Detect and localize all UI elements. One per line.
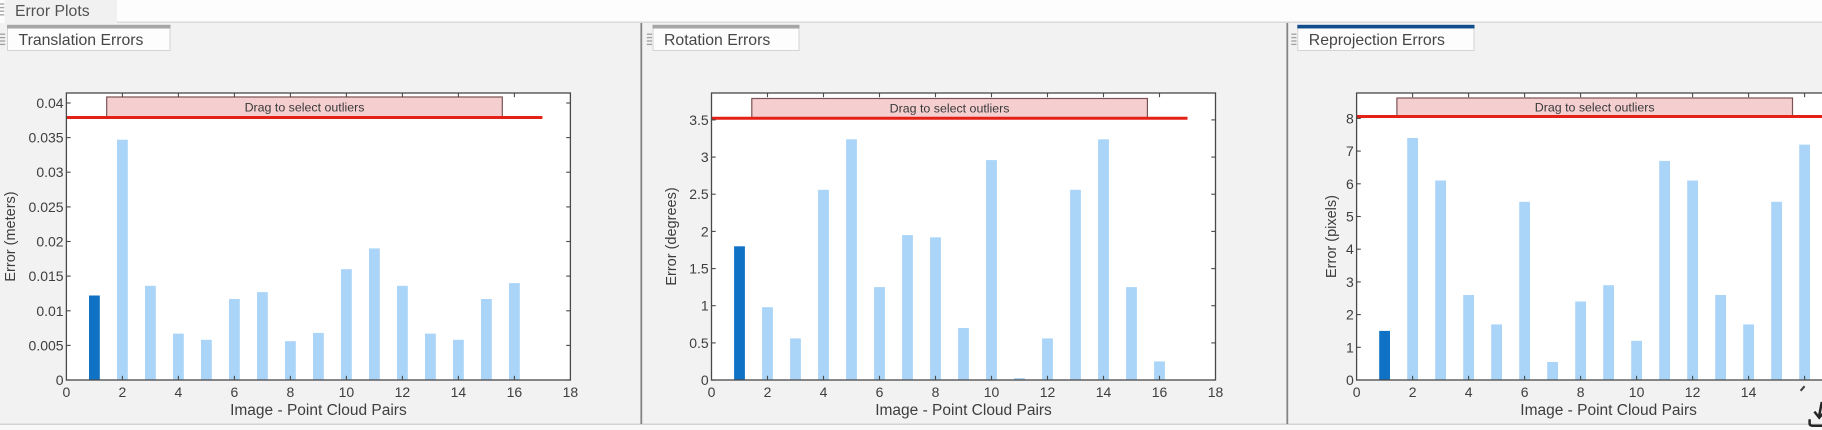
svg-text:14: 14 [451, 384, 467, 400]
svg-text:0.005: 0.005 [29, 337, 64, 353]
svg-text:10: 10 [1629, 384, 1645, 400]
svg-text:6: 6 [1346, 176, 1354, 192]
svg-text:10: 10 [984, 384, 1000, 400]
svg-text:14: 14 [1096, 384, 1112, 400]
svg-text:2: 2 [764, 384, 772, 400]
svg-text:8: 8 [932, 384, 940, 400]
svg-text:Drag to select outliers: Drag to select outliers [1535, 101, 1655, 115]
svg-text:Translation Errors: Translation Errors [19, 32, 144, 49]
svg-text:16: 16 [507, 384, 523, 400]
svg-text:Error (pixels): Error (pixels) [1324, 195, 1340, 278]
svg-text:0.03: 0.03 [36, 164, 63, 180]
svg-text:1: 1 [701, 298, 709, 314]
svg-text:5: 5 [1346, 209, 1354, 225]
svg-text:8: 8 [1577, 384, 1585, 400]
svg-text:Error (degrees): Error (degrees) [664, 187, 680, 285]
svg-text:4: 4 [820, 384, 828, 400]
svg-text:Image - Point Cloud Pairs: Image - Point Cloud Pairs [230, 402, 407, 419]
svg-text:7: 7 [1346, 143, 1354, 159]
svg-text:6: 6 [876, 384, 884, 400]
svg-text:0.04: 0.04 [36, 95, 63, 111]
svg-text:4: 4 [175, 384, 183, 400]
svg-text:Rotation Errors: Rotation Errors [664, 32, 770, 49]
svg-text:4: 4 [1465, 384, 1473, 400]
svg-text:2: 2 [1409, 384, 1417, 400]
svg-text:0: 0 [56, 372, 64, 388]
svg-text:2: 2 [119, 384, 127, 400]
svg-text:4: 4 [1346, 241, 1354, 257]
svg-text:0.01: 0.01 [36, 303, 63, 319]
svg-text:8: 8 [1346, 110, 1354, 126]
svg-text:10: 10 [339, 384, 355, 400]
svg-text:18: 18 [563, 384, 579, 400]
svg-text:12: 12 [1040, 384, 1056, 400]
svg-text:6: 6 [1521, 384, 1529, 400]
svg-text:0: 0 [1346, 372, 1354, 388]
svg-text:0: 0 [701, 372, 709, 388]
svg-text:14: 14 [1741, 384, 1757, 400]
svg-text:2.5: 2.5 [689, 186, 709, 202]
svg-text:3: 3 [701, 149, 709, 165]
svg-text:8: 8 [287, 384, 295, 400]
svg-text:Drag to select outliers: Drag to select outliers [245, 101, 365, 115]
svg-text:0.025: 0.025 [29, 199, 64, 215]
svg-text:Drag to select outliers: Drag to select outliers [890, 102, 1010, 116]
svg-text:0: 0 [63, 384, 71, 400]
svg-text:3.5: 3.5 [689, 112, 709, 128]
svg-text:1.5: 1.5 [689, 261, 709, 277]
svg-text:0: 0 [708, 384, 716, 400]
svg-text:Error (meters): Error (meters) [3, 191, 19, 281]
svg-text:12: 12 [395, 384, 411, 400]
svg-text:18: 18 [1208, 384, 1224, 400]
svg-text:0.02: 0.02 [36, 234, 63, 250]
svg-text:2: 2 [701, 223, 709, 239]
svg-text:Image - Point Cloud Pairs: Image - Point Cloud Pairs [875, 402, 1052, 419]
svg-text:0.5: 0.5 [689, 335, 709, 351]
svg-text:Error Plots: Error Plots [15, 3, 90, 20]
svg-text:0.015: 0.015 [29, 268, 64, 284]
svg-text:0: 0 [1353, 384, 1361, 400]
svg-text:Reprojection Errors: Reprojection Errors [1309, 32, 1445, 49]
svg-text:6: 6 [231, 384, 239, 400]
svg-text:3: 3 [1346, 274, 1354, 290]
svg-text:16: 16 [1152, 384, 1168, 400]
svg-text:Image - Point Cloud Pairs: Image - Point Cloud Pairs [1520, 402, 1697, 419]
svg-text:1: 1 [1346, 339, 1354, 355]
svg-text:0.035: 0.035 [29, 130, 64, 146]
svg-text:2: 2 [1346, 307, 1354, 323]
svg-text:12: 12 [1685, 384, 1701, 400]
